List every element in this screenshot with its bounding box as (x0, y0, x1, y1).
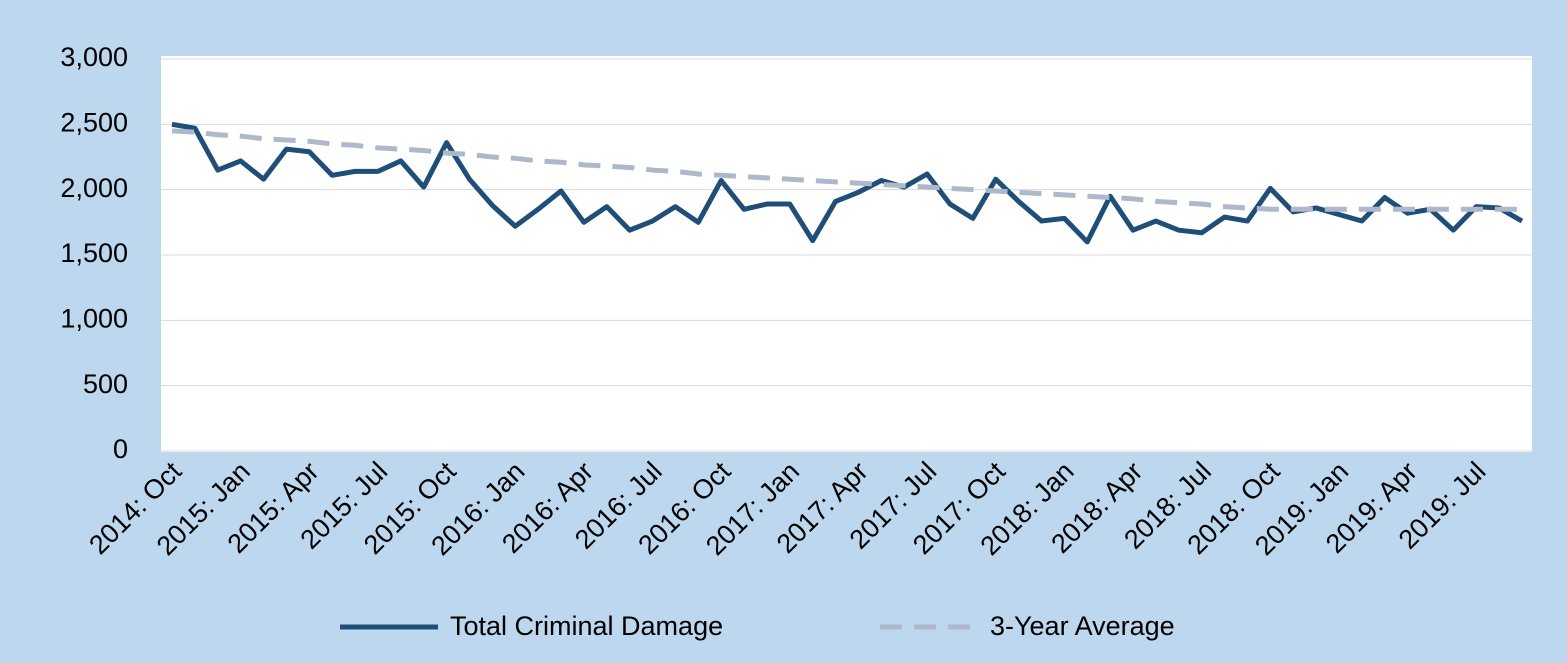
y-tick-label: 500 (83, 369, 128, 399)
y-tick-label: 2,500 (60, 107, 128, 137)
y-tick-label: 2,000 (60, 173, 128, 203)
y-tick-label: 0 (113, 434, 128, 464)
y-tick-label: 1,500 (60, 238, 128, 268)
plot-area (161, 56, 1532, 452)
legend-label: 3-Year Average (990, 611, 1175, 641)
legend-label: Total Criminal Damage (450, 611, 723, 641)
data-line (171, 128, 1522, 212)
y-tick-label: 3,000 (60, 42, 128, 72)
y-tick-label: 1,000 (60, 303, 128, 333)
